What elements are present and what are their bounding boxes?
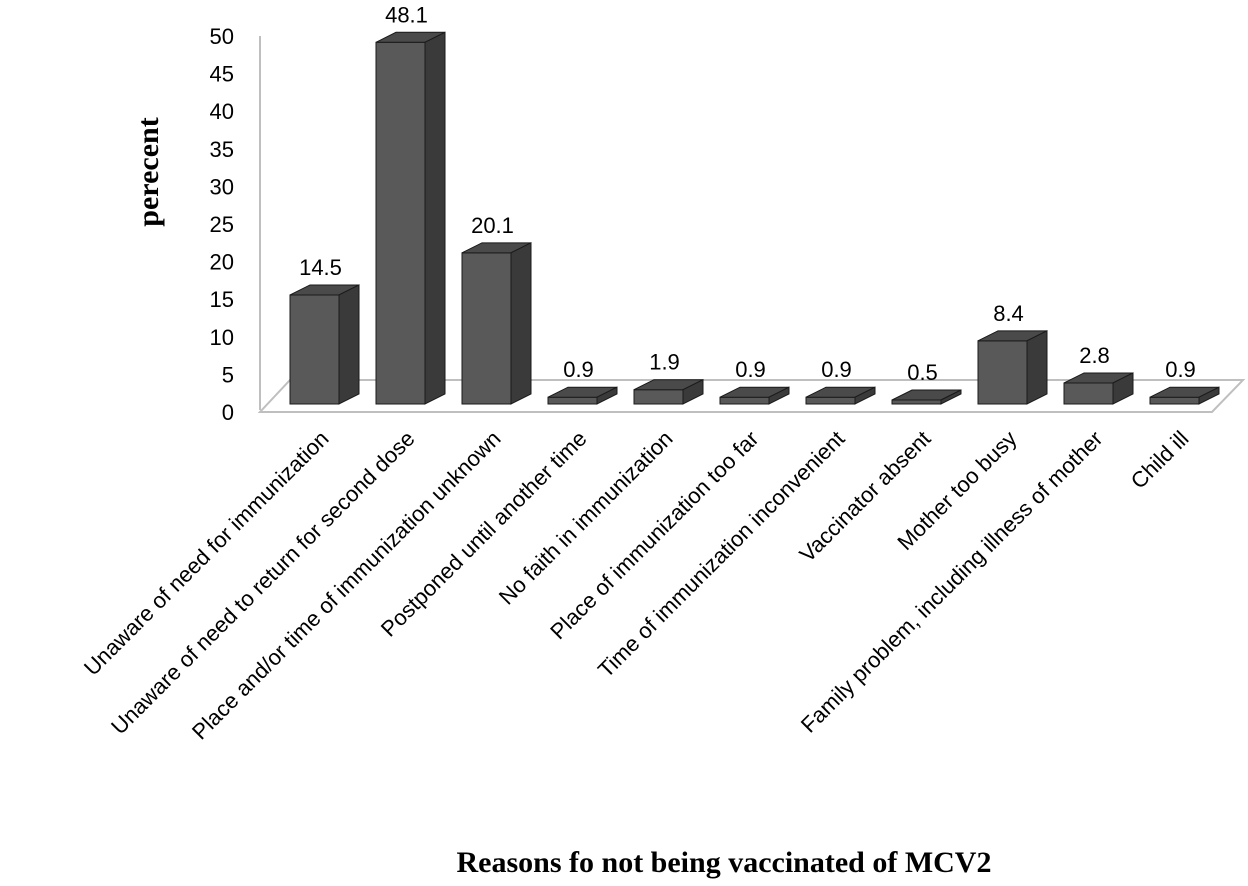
y-tick-label: 45	[210, 62, 234, 87]
bar-side	[768, 386, 790, 405]
bar-unaware-of-need-for-immunization	[289, 284, 360, 405]
category-label: No faith in immunization	[494, 426, 678, 610]
x-axis-title: Reasons fo not being vaccinated of MCV2	[457, 846, 992, 879]
bar-front	[891, 399, 942, 405]
chart-walls	[257, 36, 1246, 413]
floor-plane	[257, 379, 1246, 413]
bar-front	[375, 41, 426, 405]
data-label: 0.5	[907, 360, 938, 385]
bar-side	[940, 389, 962, 405]
bar-family-problem-including-illness-of-mother	[1063, 372, 1134, 405]
y-tick-label: 0	[222, 400, 234, 425]
data-label: 1.9	[649, 350, 680, 375]
bar-side	[1112, 372, 1134, 405]
data-label: 14.5	[299, 255, 342, 280]
bar-front	[805, 396, 856, 405]
bar-side	[682, 378, 704, 405]
y-tick-label: 25	[210, 212, 234, 237]
bar-front	[547, 396, 598, 405]
data-label: 48.1	[385, 2, 428, 27]
data-label: 2.8	[1079, 343, 1110, 368]
data-label: 0.9	[735, 357, 766, 382]
bar-unaware-of-need-to-return-for-second-dose	[375, 31, 446, 405]
bar-side	[854, 386, 876, 405]
bar-side	[1198, 386, 1220, 405]
bar-front	[1063, 382, 1114, 405]
bar-place-and-or-time-of-immunization-unknown	[461, 242, 532, 405]
bar-place-of-immunization-too-far	[719, 386, 790, 405]
bar-front	[719, 396, 770, 405]
bar-side	[338, 284, 360, 405]
bar-front	[461, 252, 512, 405]
bar-side	[1026, 330, 1048, 405]
category-label: Family problem, including illness of mot…	[796, 426, 1108, 738]
y-tick-label: 15	[210, 287, 234, 312]
bar-side	[424, 31, 446, 405]
bar-front	[633, 389, 684, 405]
data-label: 0.9	[563, 357, 594, 382]
y-tick-label: 10	[210, 325, 234, 350]
bar-side	[596, 386, 618, 405]
bar-mother-too-busy	[977, 330, 1048, 405]
y-tick-label: 20	[210, 250, 234, 275]
category-labels: Unaware of need for immunizationUnaware …	[79, 426, 1194, 745]
bar-front	[289, 294, 340, 405]
y-tick-label: 30	[210, 174, 234, 199]
bar-child-ill	[1149, 386, 1220, 405]
bar-front	[977, 340, 1028, 405]
y-tick-label: 35	[210, 137, 234, 162]
y-tick-labels: 0 5 10 15 20 25 30 35 40 45 50	[210, 24, 234, 425]
bar-vaccinator-absent	[891, 389, 962, 405]
y-tick-label: 40	[210, 99, 234, 124]
category-label: Unaware of need to return for second dos…	[106, 426, 419, 739]
bar-no-faith-in-immunization	[633, 378, 704, 405]
y-tick-label: 50	[210, 24, 234, 49]
data-label: 20.1	[471, 213, 514, 238]
category-label: Child ill	[1126, 426, 1194, 494]
bar-side	[510, 242, 532, 405]
data-labels: 14.5 48.1 20.1 0.9 1.9 0.9 0.9 0.5 8.4 2.8 0.9	[299, 2, 1196, 385]
category-label: Place and/or time of immunization unknow…	[187, 426, 506, 745]
bar-front	[1149, 396, 1200, 405]
y-axis-title: perecent	[132, 117, 165, 226]
y-tick-label: 5	[222, 362, 234, 387]
bar-postponed-until-another-time	[547, 386, 618, 405]
data-label: 8.4	[993, 301, 1024, 326]
data-label: 0.9	[1165, 357, 1196, 382]
bar-time-of-immunization-inconvenient	[805, 386, 876, 405]
data-label: 0.9	[821, 357, 852, 382]
bars	[289, 31, 1220, 405]
